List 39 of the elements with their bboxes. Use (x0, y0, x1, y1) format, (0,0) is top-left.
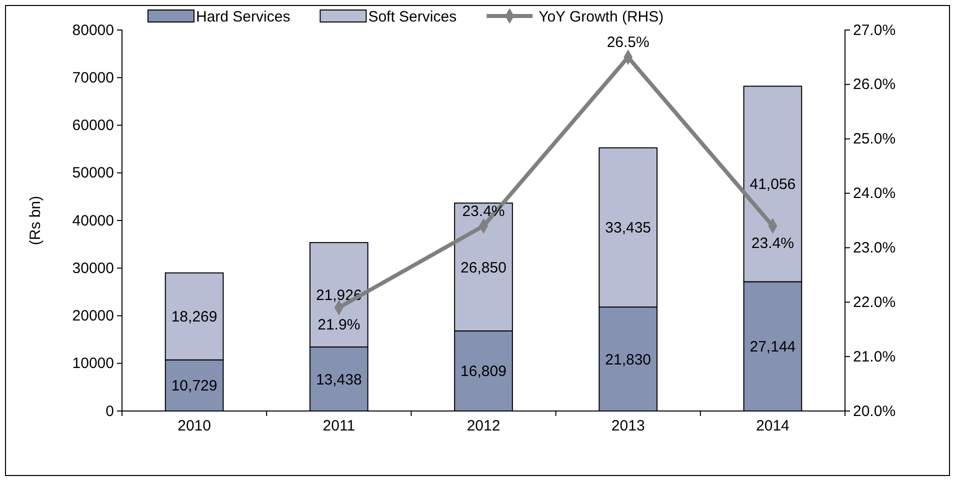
data-label: 33,435 (605, 220, 652, 237)
y-tick-label: 60000 (72, 117, 114, 134)
data-label: 27,144 (750, 338, 796, 356)
legend-label: Soft Services (368, 8, 457, 26)
x-tick-label: 2010 (178, 418, 211, 434)
y2-tick-label: 21.0% (853, 348, 896, 366)
y2-tick-label: 26.0% (853, 76, 896, 94)
data-label: 16,809 (460, 363, 506, 380)
y-tick-label: 30000 (72, 260, 114, 277)
x-tick-label: 2012 (466, 418, 500, 434)
data-label: 26.5% (606, 34, 650, 52)
legend-label: Hard Services (196, 8, 290, 26)
y-tick-label: 0 (106, 402, 114, 420)
y2-tick-label: 24.0% (853, 185, 896, 202)
y-tick-label: 50000 (72, 164, 114, 182)
legend-label: YoY Growth (RHS) (538, 8, 664, 26)
x-tick-label: 2011 (322, 418, 356, 434)
y-tick-label: 70000 (72, 69, 114, 86)
data-label: 10,729 (171, 378, 218, 395)
y2-tick-label: 27.0% (853, 22, 896, 39)
y-tick-label: 80000 (72, 22, 114, 39)
y-tick-label: 40000 (72, 212, 114, 230)
y2-tick-label: 22.0% (853, 294, 896, 311)
data-label: 21,830 (605, 351, 652, 368)
y-tick-label: 10000 (72, 355, 114, 372)
y-tick-label: 20000 (72, 308, 114, 325)
y2-tick-label: 20.0% (853, 402, 896, 420)
data-label: 18,269 (171, 308, 218, 326)
data-label: 21.9% (318, 316, 360, 334)
y2-tick-label: 23.0% (853, 240, 896, 257)
data-label: 23.4% (751, 234, 794, 252)
y-axis-title: (Rs bn) (27, 196, 44, 246)
y2-tick-label: 25.0% (853, 130, 896, 148)
x-tick-label: 2013 (611, 418, 645, 434)
x-tick-label: 2014 (756, 418, 790, 434)
data-label: 41,056 (750, 176, 796, 194)
data-label: 23.4% (462, 202, 505, 220)
data-label: 13,438 (316, 371, 362, 388)
data-label: 26,850 (460, 259, 506, 276)
